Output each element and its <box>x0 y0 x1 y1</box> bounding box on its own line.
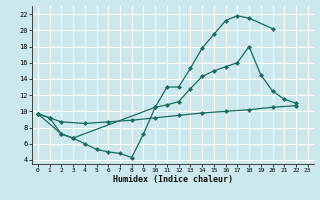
X-axis label: Humidex (Indice chaleur): Humidex (Indice chaleur) <box>113 175 233 184</box>
